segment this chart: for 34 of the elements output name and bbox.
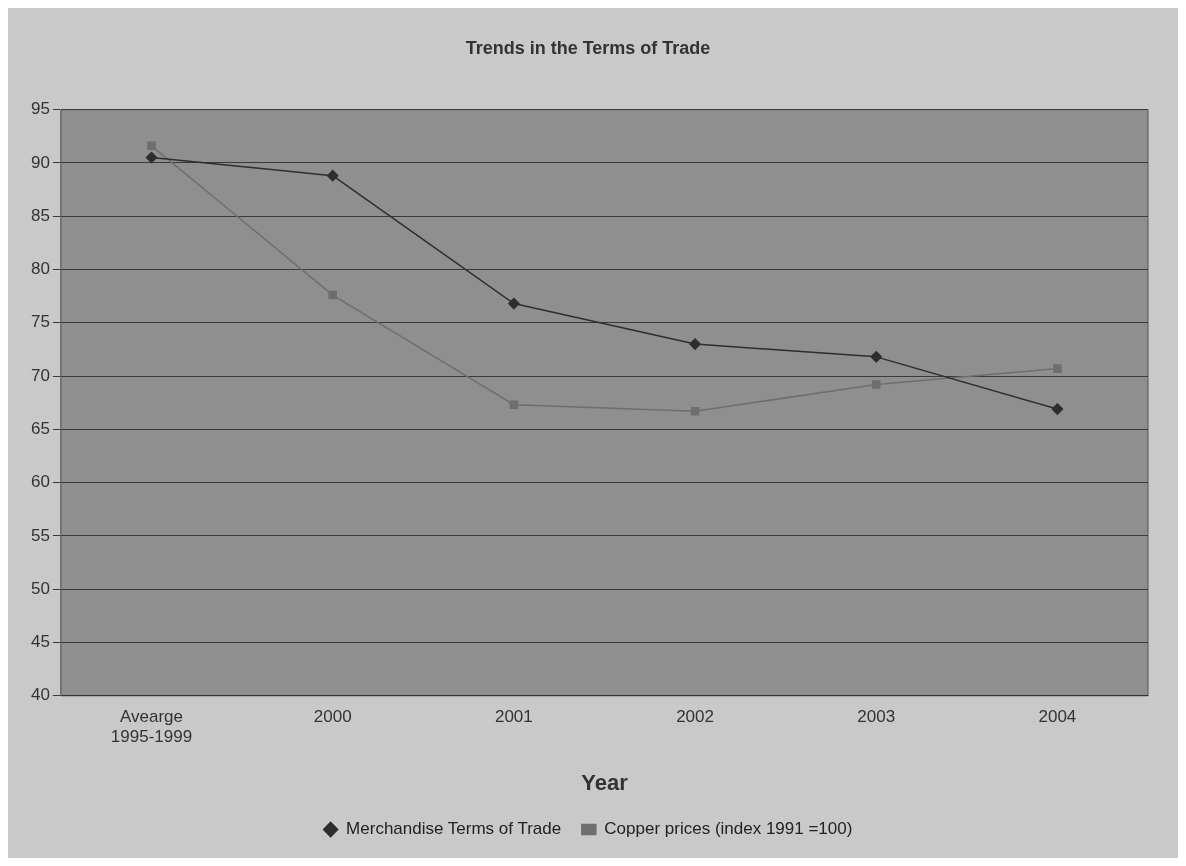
y-tick-label: 90: [30, 152, 50, 172]
point: [1051, 403, 1064, 415]
point: [871, 380, 881, 389]
point: [508, 297, 520, 310]
chart-title: Trends in the Terms of Trade: [465, 37, 711, 58]
y-tick-label: 85: [30, 205, 50, 225]
y-tick-label: 80: [30, 259, 50, 279]
x-tick-label: Avearge 1995-1999: [110, 706, 193, 747]
point: [147, 141, 156, 151]
point: [328, 290, 337, 300]
y-tick-label: 45: [30, 632, 50, 652]
point: [326, 169, 339, 182]
point: [509, 400, 519, 410]
x-tick-label: 2004: [1038, 706, 1077, 726]
x-tick-label: 2003: [857, 706, 896, 726]
x-axis-title: Year: [581, 769, 629, 795]
point: [690, 406, 700, 416]
x-tick-label: 2002: [676, 706, 714, 726]
y-tick-label: 55: [30, 525, 50, 545]
x-tick-label: 2001: [494, 706, 533, 726]
point: [870, 351, 882, 363]
point: [1053, 364, 1062, 373]
y-tick-label: 40: [30, 685, 50, 705]
y-tick-label: 60: [30, 472, 50, 492]
point: [689, 338, 701, 350]
legend-label: Copper prices (index 1991 =100): [604, 819, 853, 839]
y-tick-label: 70: [30, 365, 50, 385]
x-tick-label: 2000: [313, 706, 352, 726]
y-tick-label: 65: [30, 419, 50, 439]
legend-label: Merchandise Terms of Trade: [346, 819, 562, 839]
y-tick-label: 95: [30, 99, 50, 119]
point: [145, 151, 158, 164]
y-tick-label: 75: [30, 312, 50, 332]
y-tick-label: 50: [30, 578, 50, 598]
